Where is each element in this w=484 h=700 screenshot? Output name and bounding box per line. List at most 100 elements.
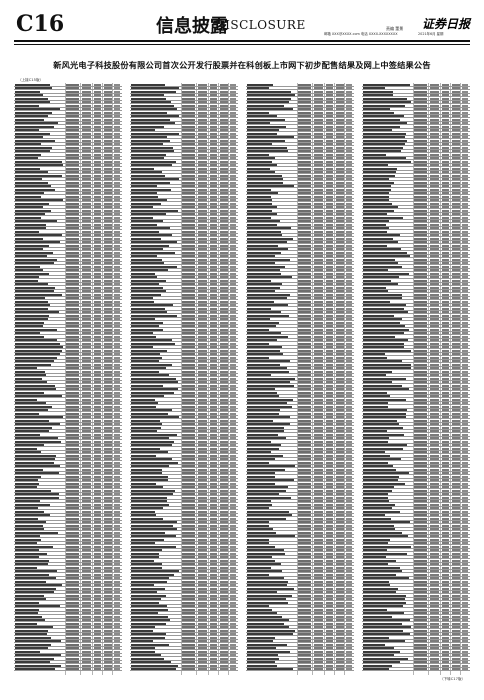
table-cell [82,650,91,653]
table-row [130,328,238,332]
investor-name-cell [15,437,58,440]
investor-name-cell [363,290,388,293]
table-cell [326,468,333,471]
table-cell [336,297,344,300]
table-cell [230,395,236,398]
table-row [130,94,238,97]
table-cell [198,433,207,436]
table-cell [104,479,112,482]
table-cell [230,517,236,520]
table-cell [210,605,217,608]
table-cell [430,223,439,226]
table-cell [210,426,217,429]
table-cell [220,248,228,251]
investor-name-cell [15,601,39,604]
table-cell [94,542,101,545]
table-cell [414,342,427,345]
table-cell [314,164,323,167]
investor-name-cell [363,283,398,286]
table-cell [414,440,427,443]
table-cell [94,265,101,268]
table-cell [94,566,101,569]
table-cell [314,304,323,307]
table-cell [414,594,427,597]
table-row [130,129,238,132]
table-cell [220,657,228,660]
table-cell [114,181,120,184]
editor-line: 责编 董景 [386,26,404,31]
table-row [14,661,122,664]
table-cell [230,293,236,296]
table-cell [336,360,344,363]
table-cell [336,454,344,457]
table-cell [198,230,207,233]
table-cell [220,160,228,163]
table-cell [336,472,344,475]
investor-name-cell [15,220,57,223]
investor-name-cell [131,325,159,328]
investor-name-cell [247,150,288,153]
table-cell [82,619,91,622]
investor-name-cell [247,216,271,219]
table-cell [314,174,323,177]
table-cell [66,104,79,107]
table-cell [94,643,101,646]
table-cell [462,664,468,667]
table-cell [66,136,79,139]
table-row [14,118,122,122]
table-cell [66,580,79,583]
table-cell [442,521,449,524]
table-cell [298,654,311,657]
table-cell [114,325,120,328]
table-cell [414,164,427,167]
table-cell [182,286,195,289]
table-cell [114,332,120,335]
investor-name-cell [363,97,407,100]
investor-name-cell [131,356,162,359]
table-cell [220,437,228,440]
table-cell [114,139,120,142]
table-cell [298,181,311,184]
table-row [130,339,238,342]
table-cell [442,391,449,394]
table-cell [414,234,427,237]
table-cell [452,104,460,107]
table-cell [442,409,449,412]
table-cell [220,605,228,608]
investor-name-cell [15,482,39,485]
investor-name-cell [15,132,50,135]
investor-name-cell [15,304,50,307]
table-cell [220,563,228,566]
investor-name-cell [131,223,157,226]
table-cell [220,395,228,398]
investor-name-cell [131,290,166,293]
investor-name-cell [15,178,42,181]
investor-name-cell [363,433,404,436]
table-cell [114,542,120,545]
table-cell [298,657,311,660]
table-cell [452,458,460,461]
table-cell [82,164,91,167]
table-cell [462,538,468,541]
table-cell [430,237,439,240]
table-cell [346,157,352,160]
table-cell [298,440,311,443]
investor-name-cell [15,472,59,475]
table-cell [210,622,217,625]
table-cell [336,206,344,209]
table-cell [220,139,228,142]
table-cell [346,318,352,321]
table-cell [314,521,323,524]
table-cell [114,164,120,167]
table-cell [430,433,439,436]
table-row [246,132,354,136]
table-cell [346,108,352,111]
table-row [14,258,122,262]
table-cell [336,566,344,569]
table-cell [82,90,91,93]
table-row [130,223,238,227]
table-cell [462,286,468,289]
table-cell [336,325,344,328]
table-cell [66,521,79,524]
table-cell [198,241,207,244]
